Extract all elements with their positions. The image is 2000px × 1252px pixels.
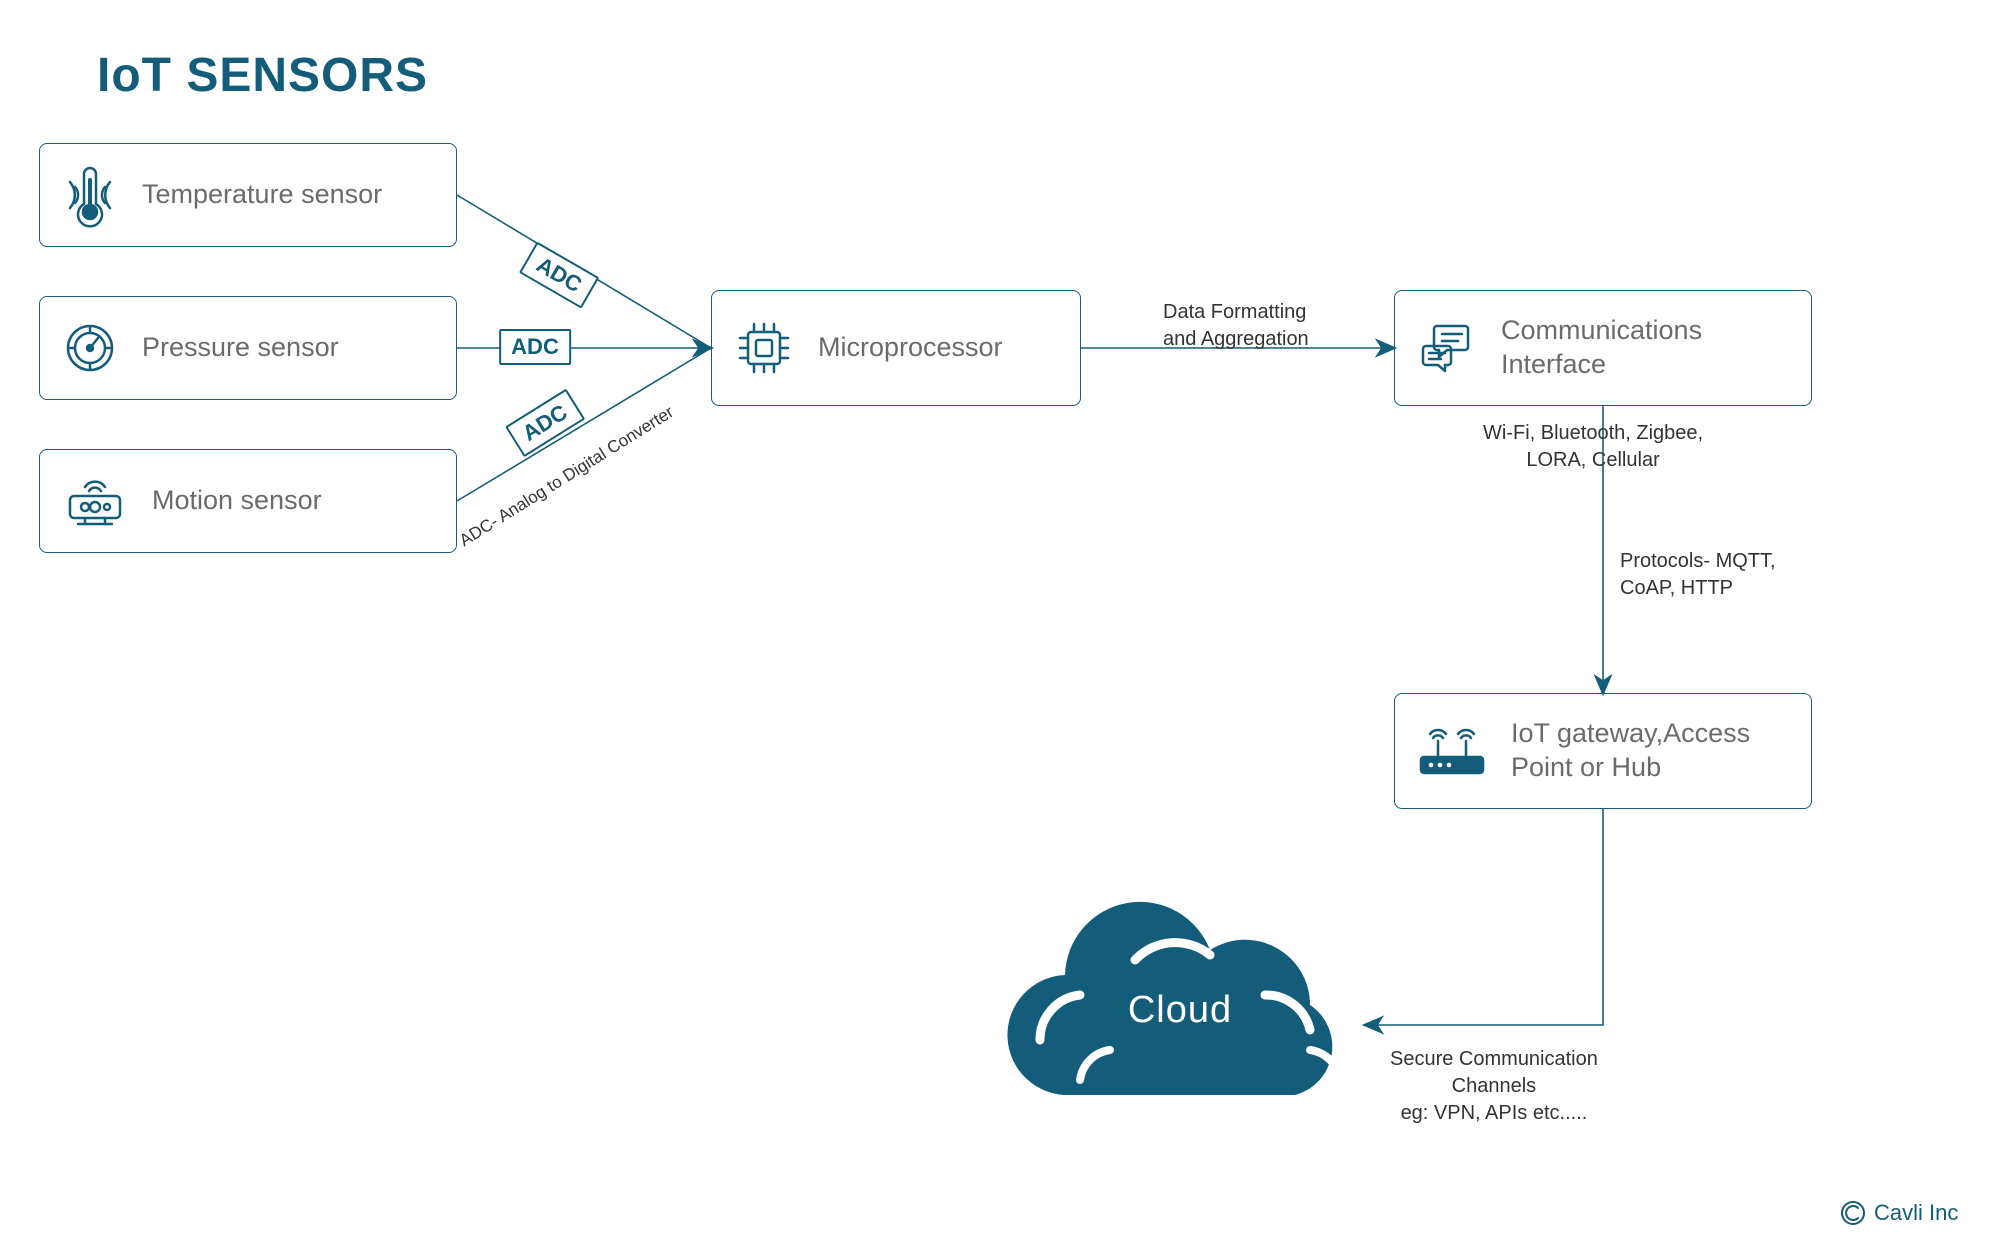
cloud-node: Cloud <box>985 895 1375 1125</box>
node-label-press: Pressure sensor <box>142 331 339 365</box>
brand-footer: Cavli Inc <box>1840 1200 1958 1226</box>
edge-sublabel-comm-gw: Wi-Fi, Bluetooth, Zigbee, LORA, Cellular <box>1483 420 1703 474</box>
chat-icon <box>1415 316 1479 380</box>
adc-badge-2: ADC <box>505 389 585 458</box>
edge-gw-cloud <box>1365 809 1603 1025</box>
cloud-label: Cloud <box>1128 989 1232 1032</box>
brand-text: Cavli Inc <box>1874 1200 1958 1226</box>
router-icon <box>1415 721 1489 781</box>
node-label-comm: Communications Interface <box>1501 314 1791 382</box>
thermometer-icon <box>60 160 120 230</box>
pressure-gauge-icon <box>60 318 120 378</box>
edge-label-comm-gw: Protocols- MQTT, CoAP, HTTP <box>1620 548 1776 602</box>
node-label-motion: Motion sensor <box>152 484 322 518</box>
diagram-title: IoT SENSORS <box>97 48 428 103</box>
adc-badge-0: ADC <box>519 241 599 308</box>
edge-label-gw-cloud: Secure Communication Channels eg: VPN, A… <box>1390 1046 1598 1127</box>
node-temp: Temperature sensor <box>39 143 457 247</box>
adc-badge-1: ADC <box>499 329 571 365</box>
node-label-temp: Temperature sensor <box>142 178 382 212</box>
node-label-gw: IoT gateway,Access Point or Hub <box>1511 717 1791 785</box>
node-comm: Communications Interface <box>1394 290 1812 406</box>
brand-logo-icon <box>1840 1200 1866 1226</box>
node-gw: IoT gateway,Access Point or Hub <box>1394 693 1812 809</box>
node-motion: Motion sensor <box>39 449 457 553</box>
chip-icon <box>732 316 796 380</box>
edge-label-mcu-comm: Data Formatting and Aggregation <box>1163 299 1309 353</box>
node-label-mcu: Microprocessor <box>818 331 1003 365</box>
node-press: Pressure sensor <box>39 296 457 400</box>
node-mcu: Microprocessor <box>711 290 1081 406</box>
motion-sensor-icon <box>60 471 130 531</box>
